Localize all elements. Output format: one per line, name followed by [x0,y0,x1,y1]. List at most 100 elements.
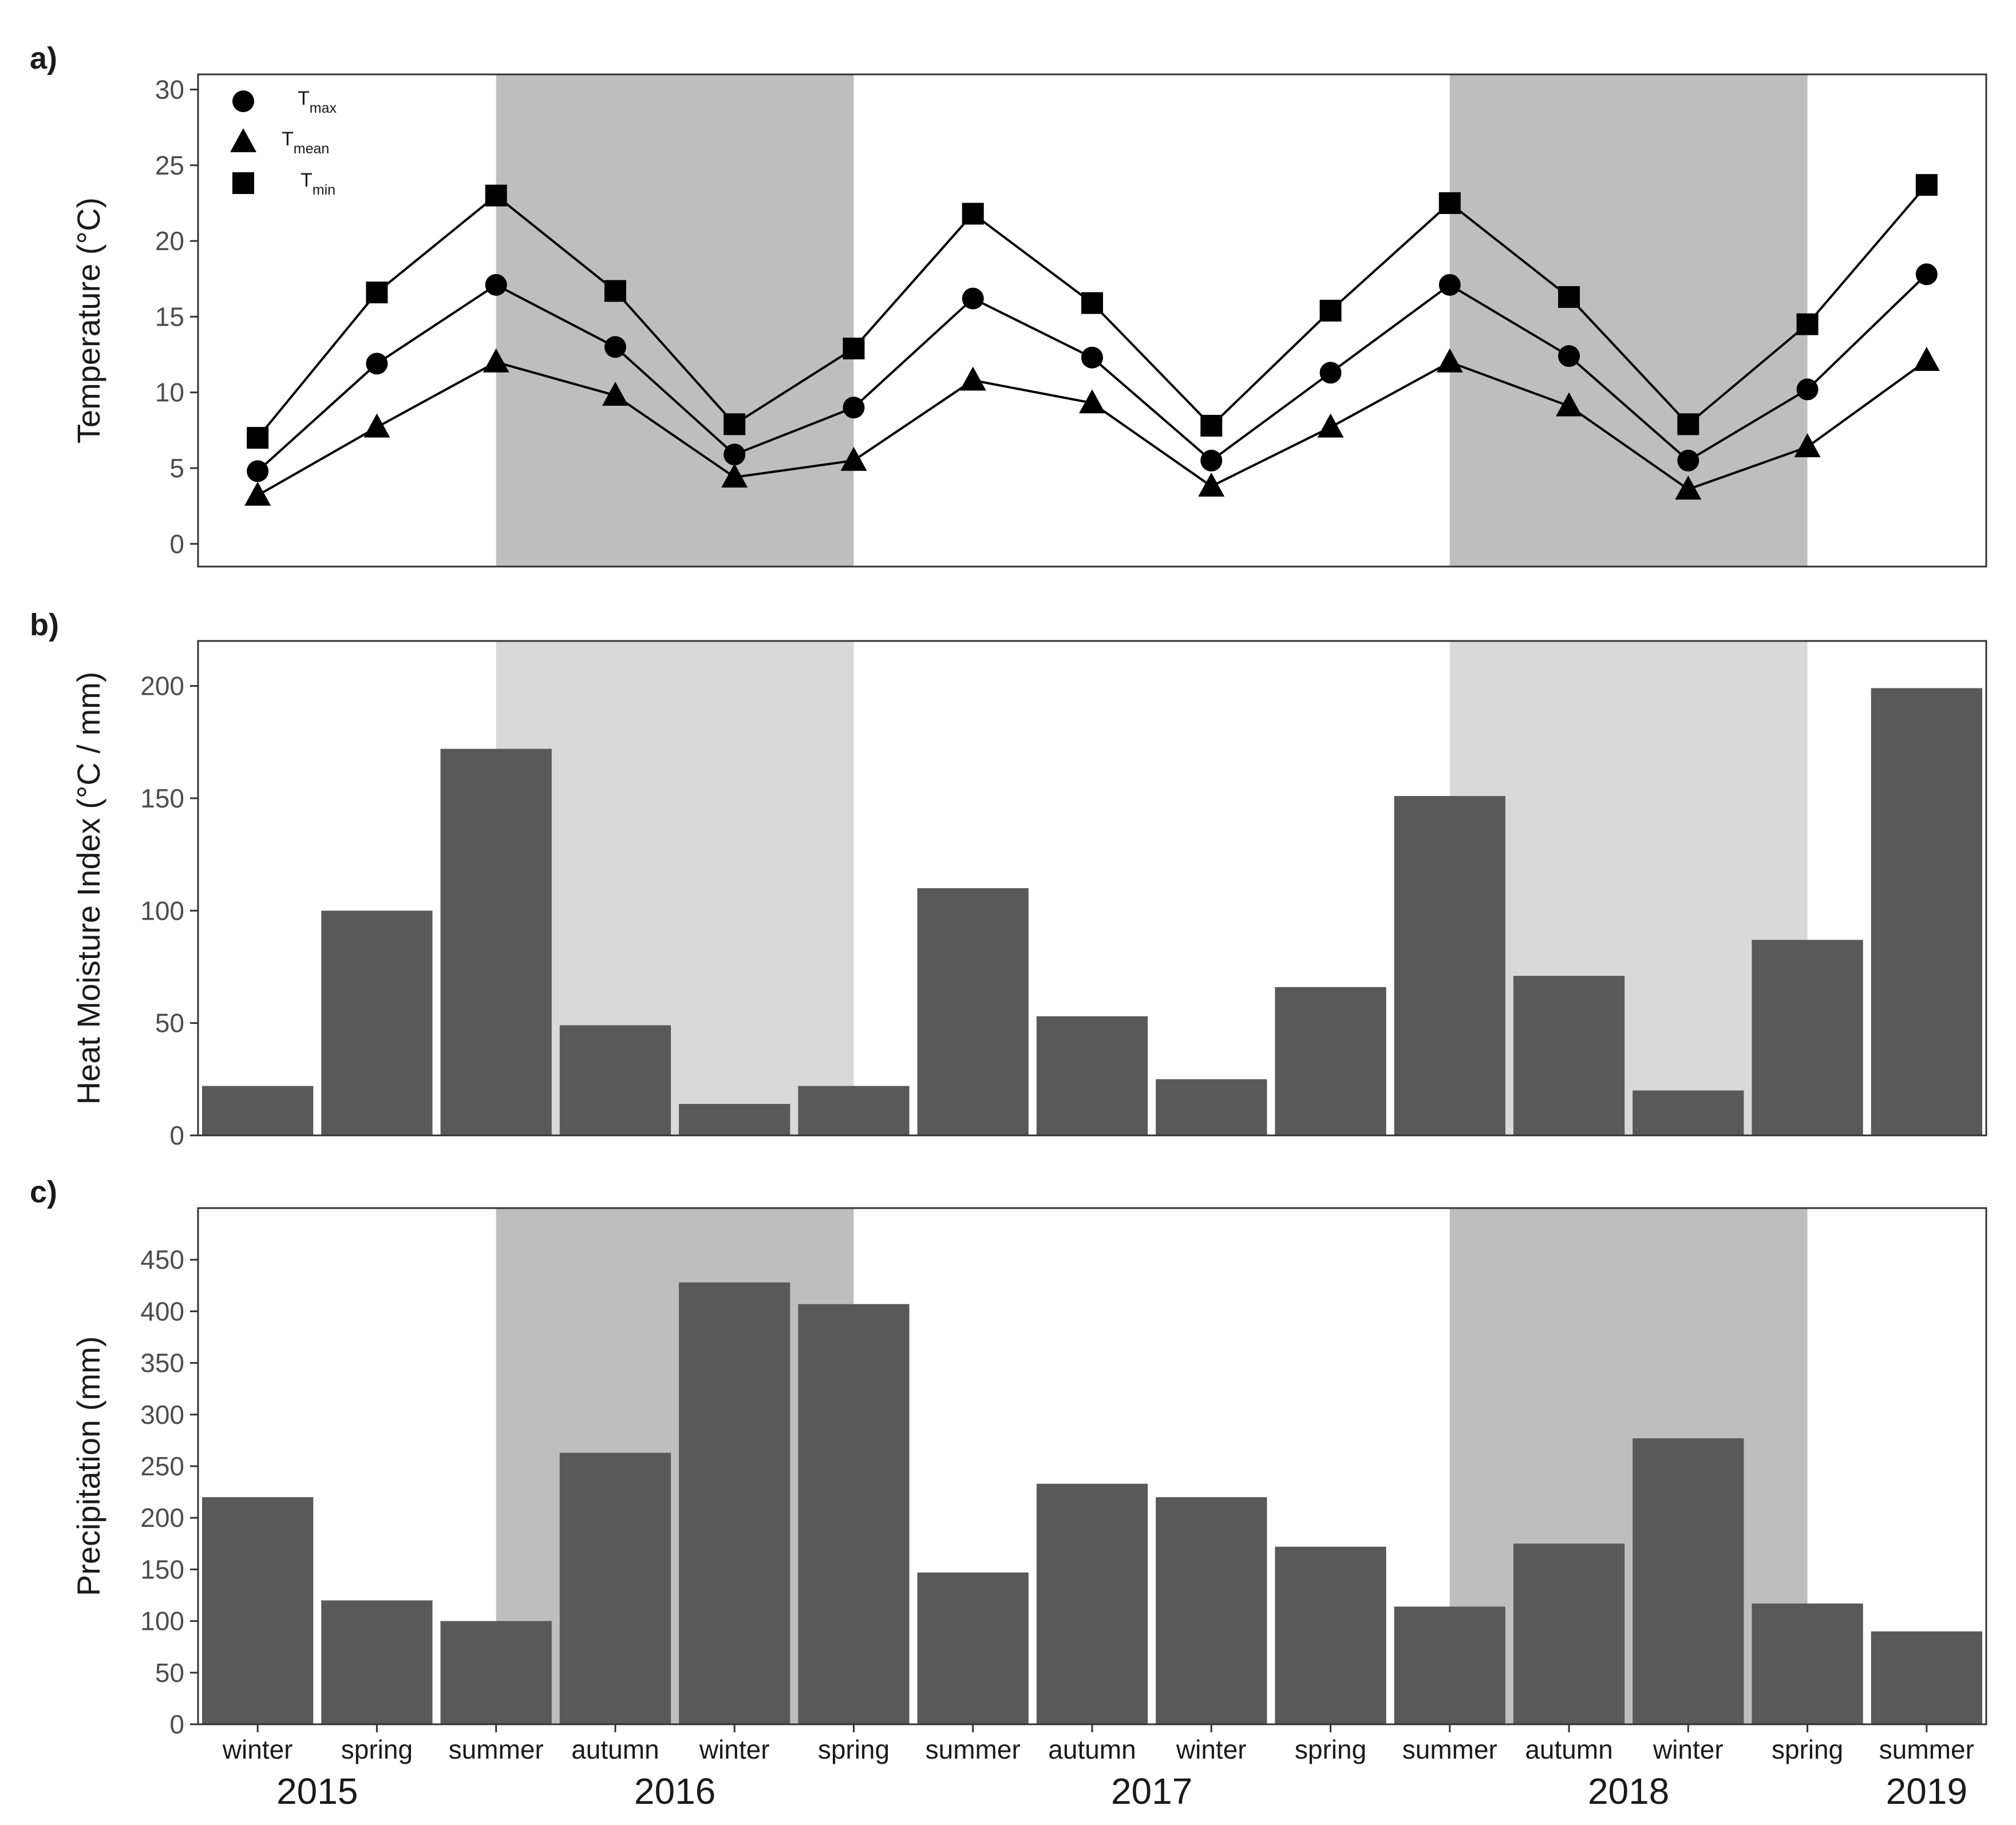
panel-label: c) [30,1175,57,1209]
y-tick-label: 150 [140,783,184,813]
point-tmin [1081,292,1103,314]
point-tmean [1198,472,1225,497]
panel-border [197,73,1987,568]
bar-12 [1632,1438,1744,1724]
bar-5 [798,1086,910,1135]
bar-6 [917,888,1029,1135]
bar-12 [1632,1090,1744,1135]
bar-3 [559,1025,671,1135]
bar-8 [1156,1079,1267,1135]
heat-moisture-panel: 0 50 100 150 200 Heat Moisture Index (°C / mm… [30,608,1987,1150]
season-label: autumn [1525,1735,1612,1764]
y-tick-label: 20 [155,226,184,256]
shaded-period-1 [1449,641,1808,1135]
legend-triangle-icon [230,128,256,152]
point-tmean [721,463,748,488]
point-tmin [1558,286,1580,308]
year-label: 2019 [1886,1771,1967,1812]
y-tick-label: 200 [140,671,184,701]
y-tick-label: 200 [140,1503,184,1533]
bar-1 [321,1600,433,1724]
shaded-period-0 [496,1208,854,1724]
legend-label: Tmin [301,169,335,198]
point-tmin [604,280,626,302]
point-tmax [247,460,269,482]
bar-11 [1513,976,1625,1135]
bar-13 [1752,940,1863,1135]
y-tick-label: 100 [140,1606,184,1636]
point-tmean [1556,392,1583,417]
season-label: winter [699,1735,770,1764]
legend-label: Tmean [282,128,329,157]
y-tick-label: 25 [155,151,184,180]
y-tick-label: 30 [155,74,184,104]
point-tmin [724,413,746,436]
point-tmax [1915,263,1938,286]
y-tick-label: 450 [140,1245,184,1274]
season-label: summer [926,1735,1021,1764]
bar-13 [1752,1603,1863,1724]
bar-9 [1275,987,1386,1135]
season-label: summer [449,1735,544,1764]
legend-item-mean: Tmean [230,128,329,157]
bar-8 [1156,1497,1267,1724]
bar-5 [798,1304,910,1724]
shaded-period-0 [496,641,854,1135]
bar-11 [1513,1543,1625,1724]
y-tick-label: 400 [140,1296,184,1326]
y-tick-label: 100 [140,896,184,925]
season-label: autumn [1048,1735,1136,1764]
point-tmean [1079,389,1105,414]
season-axis: winter spring summer autumn winter spring summ… [222,1724,1974,1812]
bar-10 [1394,1606,1505,1724]
bar-1 [321,910,433,1135]
point-tmean [959,366,986,391]
shaded-period-1 [1449,74,1808,567]
y-axis-title: Precipitation (mm) [70,1336,106,1596]
bar-2 [440,749,552,1135]
legend-item-max: Tmax [232,88,337,116]
y-tick-label: 0 [169,1709,184,1739]
shaded-period-0 [496,74,854,567]
y-axis-title: Heat Moisture Index (°C / mm) [70,672,106,1105]
bar-14 [1871,688,1982,1135]
y-tick-label: 350 [140,1348,184,1378]
point-tmean [602,381,628,406]
point-tmax [1438,274,1461,296]
bar-14 [1871,1631,1982,1724]
legend-item-min: Tmin [232,169,335,198]
shaded-period-1 [1449,1208,1808,1724]
panel-border [197,640,1987,1137]
point-tmax [962,287,984,310]
point-tmean [1794,433,1821,457]
point-tmax [485,274,507,296]
point-tmin [1796,313,1819,335]
point-tmean [840,446,867,471]
year-label: 2018 [1588,1771,1669,1812]
point-tmax [724,444,746,466]
y-tick-label: 250 [140,1451,184,1481]
point-tmean [1913,347,1940,371]
season-label: spring [1295,1735,1366,1764]
panel-label: b) [30,608,59,642]
point-tmax [366,353,388,375]
year-label: 2015 [276,1771,358,1812]
y-tick-label: 10 [155,378,184,407]
point-tmax [604,336,626,358]
bar-7 [1036,1483,1148,1724]
bar-3 [559,1452,671,1724]
point-tmin [962,203,984,225]
year-label: 2016 [634,1771,716,1812]
legend-circle-icon [232,90,254,112]
y-axis-title: Temperature (°C) [70,197,106,444]
point-tmin [366,282,388,304]
point-tmin [1438,192,1461,214]
season-label: winter [222,1735,293,1764]
bar-0 [202,1086,314,1135]
season-label: autumn [571,1735,659,1764]
season-label: spring [341,1735,413,1764]
y-tick-label: 15 [155,302,184,331]
season-label: spring [1772,1735,1843,1764]
point-tmin [485,184,507,207]
